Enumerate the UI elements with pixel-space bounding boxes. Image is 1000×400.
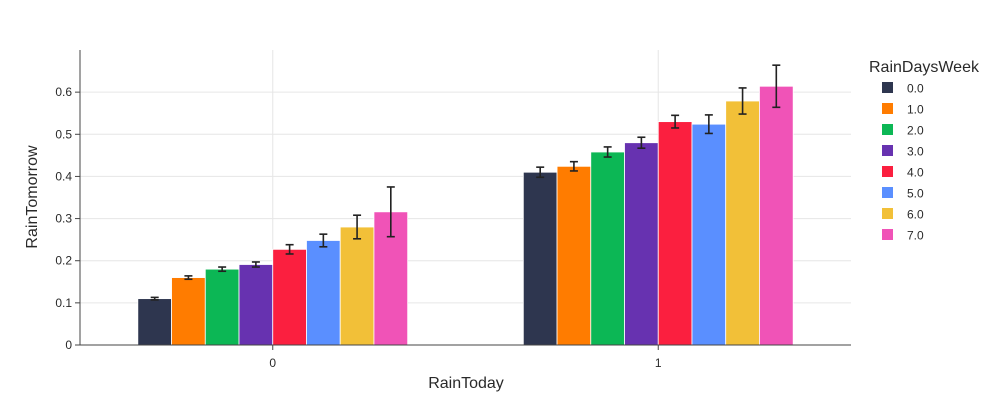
- bar: [759, 85, 794, 346]
- x-tick-label: 1: [655, 356, 662, 370]
- bar: [339, 226, 375, 346]
- bar: [238, 264, 274, 346]
- bar: [306, 240, 341, 346]
- bar: [624, 142, 659, 346]
- legend-label: 3.0: [907, 145, 924, 159]
- legend-swatch: [882, 208, 893, 219]
- bar: [272, 248, 307, 346]
- y-axis-title: RainTomorrow: [24, 145, 41, 249]
- legend-swatch: [882, 166, 893, 177]
- legend-label: 2.0: [907, 124, 924, 138]
- legend-label: 6.0: [907, 208, 924, 222]
- legend-swatch: [882, 103, 893, 114]
- legend-label: 4.0: [907, 166, 924, 180]
- legend-label: 0.0: [907, 82, 924, 96]
- bar: [556, 165, 592, 346]
- x-tick-label: 0: [269, 356, 276, 370]
- y-tick-label: 0.2: [55, 254, 72, 268]
- legend-label: 5.0: [907, 187, 924, 201]
- y-tick-label: 0.5: [55, 127, 72, 141]
- legend-swatch: [882, 82, 893, 93]
- bar: [171, 277, 206, 346]
- y-tick-label: 0.3: [55, 212, 72, 226]
- legend-title: RainDaysWeek: [869, 59, 980, 76]
- bar: [137, 298, 172, 346]
- legend-label: 7.0: [907, 229, 924, 243]
- legend: RainDaysWeek 0.0 1.0 2.0 3.0 4.0 5.0 6.0 7.0: [869, 59, 980, 243]
- bar: [204, 268, 240, 346]
- legend-swatch: [882, 187, 893, 198]
- error-bars: [150, 64, 781, 301]
- bar: [691, 123, 727, 346]
- legend-swatch: [882, 229, 893, 240]
- bars: [137, 85, 794, 346]
- bar: [657, 121, 693, 346]
- bar: [725, 100, 760, 346]
- y-tick-label: 0.6: [55, 85, 72, 99]
- axes: 0 0.1 0.2 0.3 0.4 0.5 0.6 0 1: [55, 50, 851, 370]
- y-tick-label: 0: [65, 338, 72, 352]
- x-axis-title: RainToday: [428, 375, 504, 392]
- legend-swatch: [882, 145, 893, 156]
- bar: [590, 151, 625, 346]
- legend-label: 1.0: [907, 103, 924, 117]
- y-tick-label: 0.1: [55, 296, 72, 310]
- legend-swatch: [882, 124, 893, 135]
- y-tick-label: 0.4: [55, 169, 72, 183]
- bar: [522, 171, 558, 346]
